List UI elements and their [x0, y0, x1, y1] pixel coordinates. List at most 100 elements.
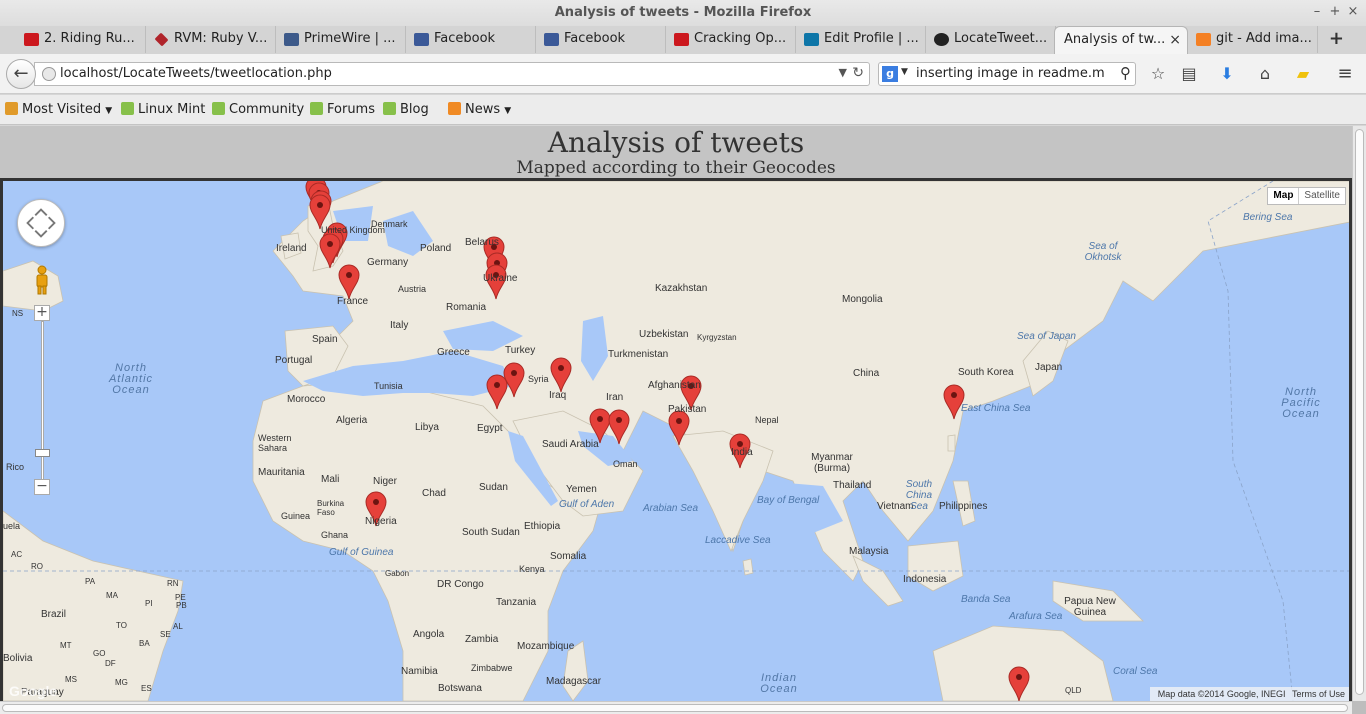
zoom-in-button[interactable]: + — [34, 305, 50, 321]
map-marker-china-east[interactable] — [943, 384, 965, 420]
land-australia — [932, 625, 1114, 701]
map-marker-israel[interactable] — [486, 374, 508, 410]
pan-control[interactable] — [17, 199, 65, 247]
map-label: Western Sahara — [258, 433, 292, 453]
tab-10[interactable]: git - Add ima... — [1190, 26, 1318, 53]
map-label: Brazil — [41, 609, 67, 620]
notes-icon[interactable]: ▰ — [1296, 64, 1310, 83]
tab-5[interactable]: Facebook — [538, 26, 666, 53]
terms-of-use-link[interactable]: Terms of Use — [1291, 689, 1345, 699]
tab-7[interactable]: Edit Profile | ... — [798, 26, 926, 53]
url-bar[interactable]: localhost/LocateTweets/tweetlocation.php… — [34, 62, 870, 86]
google-icon[interactable]: g — [882, 66, 898, 82]
bookmark-most-visited[interactable]: Most Visited ▼ — [5, 102, 112, 117]
map-label: Libya — [415, 422, 439, 433]
search-input[interactable]: inserting image in readme.m — [916, 66, 1105, 81]
map-marker-iraq[interactable] — [550, 357, 572, 393]
magnifier-icon[interactable]: ⚲ — [1120, 64, 1131, 82]
bookmark-label: Community — [229, 102, 305, 117]
map-marker-gulf-1[interactable] — [589, 408, 611, 444]
window-title: Analysis of tweets - Mozilla Firefox — [554, 5, 812, 20]
vertical-scrollbar[interactable] — [1352, 126, 1366, 701]
map-type-control: Map Satellite — [1267, 187, 1346, 205]
tab-2[interactable]: RVM: Ruby V... — [148, 26, 276, 53]
bookmark-label: Most Visited — [22, 102, 102, 117]
sea-label: Gulf of Aden — [559, 499, 615, 510]
zoom-slider-handle[interactable] — [35, 449, 50, 457]
bookmarks-menu-icon[interactable]: ▤ — [1181, 64, 1197, 83]
scrollbar-thumb[interactable] — [2, 704, 1348, 712]
map-label: DR Congo — [437, 579, 484, 590]
map-type-satellite-button[interactable]: Satellite — [1304, 190, 1340, 201]
tab-8[interactable]: LocateTweet... — [928, 26, 1056, 53]
map-label: Namibia — [401, 666, 438, 677]
bookmark-star-icon[interactable]: ☆ — [1150, 64, 1166, 83]
reload-icon[interactable]: ↻ — [852, 65, 864, 81]
search-bar[interactable]: g ▼ inserting image in readme.m ⚲ — [878, 62, 1136, 86]
map-label: Spain — [312, 334, 338, 345]
map-label: MG — [115, 678, 128, 687]
close-tab-icon[interactable]: × — [1169, 32, 1181, 48]
map-marker-france[interactable] — [338, 264, 360, 300]
tab-9-active[interactable]: Analysis of tw... × — [1054, 26, 1188, 54]
home-icon[interactable]: ⌂ — [1259, 64, 1271, 83]
zoom-slider-track[interactable] — [41, 321, 44, 481]
map-label: Algeria — [336, 415, 368, 426]
map-label: Zambia — [465, 634, 499, 645]
url-text[interactable]: localhost/LocateTweets/tweetlocation.php — [60, 66, 332, 81]
downloads-icon[interactable]: ⬇ — [1220, 64, 1234, 83]
google-logo[interactable]: Google — [9, 683, 58, 699]
menu-icon[interactable]: ≡ — [1337, 63, 1353, 84]
bookmark-community[interactable]: Community — [212, 102, 304, 117]
map-marker-nigeria[interactable] — [365, 491, 387, 527]
github-icon — [934, 33, 949, 46]
tab-6[interactable]: Cracking Op... — [668, 26, 796, 53]
sea-label: Gulf of Guinea — [329, 547, 394, 558]
map-type-map-button[interactable]: Map — [1268, 188, 1300, 204]
bookmark-forums[interactable]: Forums — [310, 102, 375, 117]
red-sea — [508, 431, 558, 506]
maximize-icon[interactable]: + — [1329, 4, 1341, 19]
tab-1[interactable]: 2. Riding Ru... — [18, 26, 146, 53]
map-marker-pakistan-south[interactable] — [668, 410, 690, 446]
black-sea — [443, 321, 523, 351]
minimize-icon[interactable]: – — [1313, 4, 1321, 19]
back-button[interactable]: ← — [6, 59, 36, 89]
youtube-icon — [674, 33, 689, 46]
search-engine-dropdown-icon[interactable]: ▼ — [901, 67, 908, 77]
zoom-out-button[interactable]: − — [34, 479, 50, 495]
chevron-down-icon[interactable]: ▼ — [838, 66, 847, 79]
map-label: Niger — [373, 476, 397, 487]
tab-3[interactable]: PrimeWire | ... — [278, 26, 406, 53]
tab-4[interactable]: Facebook — [408, 26, 536, 53]
map-marker-lebanon[interactable] — [503, 362, 525, 398]
navigation-toolbar: localhost/LocateTweets/tweetlocation.php… — [0, 54, 1366, 94]
bookmark-blog[interactable]: Blog — [383, 102, 429, 117]
bookmark-linux-mint[interactable]: Linux Mint — [121, 102, 205, 117]
map-container[interactable]: Ireland United Kingdom Denmark Germany P… — [0, 178, 1352, 701]
map-marker-australia[interactable] — [1008, 666, 1030, 701]
stackoverflow-icon — [1196, 33, 1211, 46]
map-marker-india[interactable] — [729, 433, 751, 469]
map-marker-uk-south-3[interactable] — [319, 233, 341, 269]
baltic-sea — [383, 211, 433, 256]
new-tab-icon[interactable]: + — [1328, 28, 1344, 49]
close-window-icon[interactable]: × — [1347, 4, 1359, 19]
map-label: BA — [139, 639, 150, 648]
pegman-icon[interactable] — [33, 265, 51, 295]
map-marker-gulf-2[interactable] — [608, 409, 630, 445]
map-label: PA — [85, 577, 96, 586]
scrollbar-thumb[interactable] — [1355, 129, 1364, 695]
horizontal-scrollbar[interactable] — [0, 701, 1352, 714]
map-label: Botswana — [438, 683, 482, 694]
map-marker-pakistan-north[interactable] — [680, 375, 702, 411]
world-map[interactable] — [3, 181, 1352, 701]
map-label: Greece — [437, 347, 470, 358]
tab-label: Facebook — [564, 31, 626, 46]
map-marker-ukraine-2[interactable] — [485, 264, 507, 300]
map-label: MT — [60, 641, 72, 650]
map-marker-uk-north-4[interactable] — [309, 194, 331, 230]
map-label: PB — [176, 601, 187, 610]
bookmark-news[interactable]: News ▼ — [448, 102, 511, 117]
tab-label: Cracking Op... — [694, 31, 787, 46]
